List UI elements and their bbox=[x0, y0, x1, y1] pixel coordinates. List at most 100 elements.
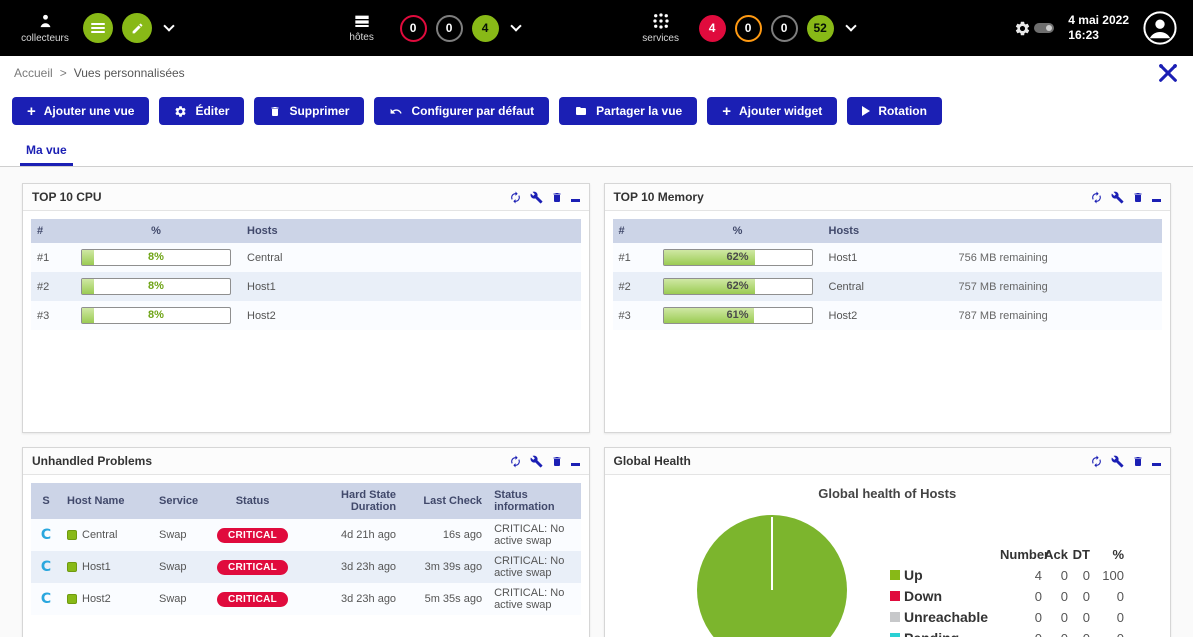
top-header-bar: collecteurs hôtes 0 0 4 services 4 0 bbox=[0, 0, 1193, 56]
table-row: #3 8% Host2 bbox=[31, 301, 581, 330]
trash-icon[interactable] bbox=[1132, 455, 1144, 468]
percent-label: 8% bbox=[148, 309, 164, 321]
column-header: % bbox=[71, 219, 241, 243]
table-row: C Central Swap CRITICAL 4d 21h ago 16s a… bbox=[31, 519, 581, 551]
hosts-up-counter[interactable]: 4 bbox=[471, 14, 499, 42]
column-header: Status bbox=[211, 483, 295, 519]
legend-value: 0 bbox=[1082, 567, 1090, 583]
widget-actions bbox=[1090, 455, 1161, 468]
services-icon bbox=[652, 13, 669, 29]
service-name: Swap bbox=[159, 561, 187, 573]
legend-value: 0 bbox=[1060, 588, 1068, 604]
hosts-label: hôtes bbox=[349, 32, 374, 43]
legend-value: 0 bbox=[1116, 588, 1124, 604]
theme-toggle[interactable] bbox=[1014, 20, 1055, 37]
legend-value: 0 bbox=[1116, 609, 1124, 625]
legend-value: 0 bbox=[1042, 631, 1068, 637]
chevron-down-icon[interactable] bbox=[844, 20, 857, 32]
service-name: Swap bbox=[159, 593, 187, 605]
refresh-icon[interactable] bbox=[1090, 455, 1103, 468]
progress-bar: 62% bbox=[662, 278, 813, 295]
services-menu[interactable]: services bbox=[632, 12, 690, 44]
trash-icon bbox=[271, 106, 279, 116]
percent-label: 62% bbox=[726, 280, 749, 292]
hosts-menu[interactable]: hôtes bbox=[333, 13, 391, 43]
chevron-down-icon[interactable] bbox=[163, 20, 175, 32]
widget-title: Unhandled Problems bbox=[32, 454, 153, 468]
refresh-icon[interactable] bbox=[509, 455, 522, 468]
host-name: Host1 bbox=[82, 561, 111, 573]
legend-value: 0 bbox=[1060, 567, 1068, 583]
time-label: 16:23 bbox=[1068, 28, 1099, 42]
edit-view-tools-button[interactable] bbox=[1157, 62, 1179, 84]
hosts-unreachable-counter[interactable]: 0 bbox=[435, 14, 463, 42]
progress-bar: 8% bbox=[81, 249, 231, 266]
legend-column-header: DT bbox=[1072, 547, 1090, 562]
chevron-down-icon[interactable] bbox=[509, 20, 522, 32]
wrench-icon[interactable] bbox=[530, 191, 543, 204]
column-header: Status information bbox=[488, 483, 581, 519]
poller-status-ok-icon[interactable] bbox=[83, 13, 113, 43]
add-widget-button[interactable]: + Ajouter widget bbox=[707, 97, 838, 125]
column-header: # bbox=[612, 219, 653, 243]
gear-icon bbox=[1016, 21, 1030, 35]
add-view-button[interactable]: + Ajouter une vue bbox=[12, 97, 150, 125]
breadcrumb-current: Vues personnalisées bbox=[73, 66, 185, 80]
status-information: CRITICAL: No active swap bbox=[494, 587, 565, 611]
widget-header: Global Health bbox=[604, 448, 1170, 475]
legend-value: 0 bbox=[1082, 609, 1090, 625]
widget-global-health: Global Health Global health of Hosts 100… bbox=[603, 447, 1171, 637]
trash-icon[interactable] bbox=[551, 191, 563, 204]
services-ok-counter[interactable]: 52 bbox=[806, 14, 834, 42]
legend-value: 0 bbox=[1090, 631, 1124, 637]
set-default-button[interactable]: Configurer par défaut bbox=[374, 97, 550, 125]
delete-view-button[interactable]: Supprimer bbox=[254, 97, 365, 125]
trash-icon[interactable] bbox=[1132, 191, 1144, 204]
play-icon bbox=[862, 106, 871, 116]
widget-body: # % Hosts #1 8% Central #2 8% Host1 bbox=[23, 211, 589, 432]
minimize-icon[interactable] bbox=[570, 457, 580, 466]
rank-cell: #1 bbox=[37, 251, 50, 264]
share-view-label: Partager la vue bbox=[596, 104, 683, 118]
legend-swatch-up bbox=[890, 570, 900, 580]
minimize-icon[interactable] bbox=[1152, 457, 1161, 466]
poller-config-icon[interactable] bbox=[122, 13, 152, 43]
refresh-icon[interactable] bbox=[509, 191, 522, 204]
refresh-icon[interactable] bbox=[1090, 191, 1103, 204]
edit-view-button[interactable]: Éditer bbox=[159, 97, 245, 125]
column-header: Last Check bbox=[402, 483, 489, 519]
trash-icon[interactable] bbox=[551, 455, 563, 468]
breadcrumb-home-link[interactable]: Accueil bbox=[14, 66, 53, 80]
table-row: #2 8% Host1 bbox=[31, 272, 581, 301]
percent-label: 61% bbox=[726, 309, 749, 321]
user-avatar-icon[interactable] bbox=[1143, 11, 1177, 45]
column-header: S bbox=[31, 483, 61, 519]
minimize-icon[interactable] bbox=[1152, 193, 1161, 202]
hard-state-duration: 4d 21h ago bbox=[341, 529, 397, 541]
services-unknown-counter[interactable]: 0 bbox=[770, 14, 798, 42]
status-badge: CRITICAL bbox=[217, 527, 289, 543]
pencil-icon bbox=[132, 23, 142, 33]
legend-value: 0 bbox=[1000, 631, 1042, 637]
memory-remaining: 787 MB remaining bbox=[958, 309, 1048, 322]
pollers-menu[interactable]: collecteurs bbox=[16, 13, 74, 44]
status-information: CRITICAL: No active swap bbox=[494, 555, 565, 579]
share-view-button[interactable]: Partager la vue bbox=[559, 97, 698, 125]
centreon-logo-icon: C bbox=[40, 591, 52, 607]
rotation-button[interactable]: Rotation bbox=[847, 97, 942, 125]
minimize-icon[interactable] bbox=[570, 193, 580, 202]
poller-icon bbox=[40, 14, 50, 27]
wrench-icon[interactable] bbox=[530, 455, 543, 468]
percent-label: 8% bbox=[148, 251, 164, 263]
hosts-down-counter[interactable]: 0 bbox=[399, 14, 427, 42]
host-name: Central bbox=[247, 251, 283, 264]
progress-bar: 8% bbox=[81, 278, 231, 295]
services-critical-counter[interactable]: 4 bbox=[698, 14, 726, 42]
wrench-icon[interactable] bbox=[1111, 191, 1124, 204]
hosts-status-group: hôtes 0 0 4 bbox=[333, 13, 522, 43]
host-name: Host1 bbox=[828, 251, 858, 264]
wrench-icon[interactable] bbox=[1111, 455, 1124, 468]
tab-my-view[interactable]: Ma vue bbox=[20, 134, 73, 166]
host-status-icon bbox=[67, 530, 77, 540]
services-warning-counter[interactable]: 0 bbox=[734, 14, 762, 42]
